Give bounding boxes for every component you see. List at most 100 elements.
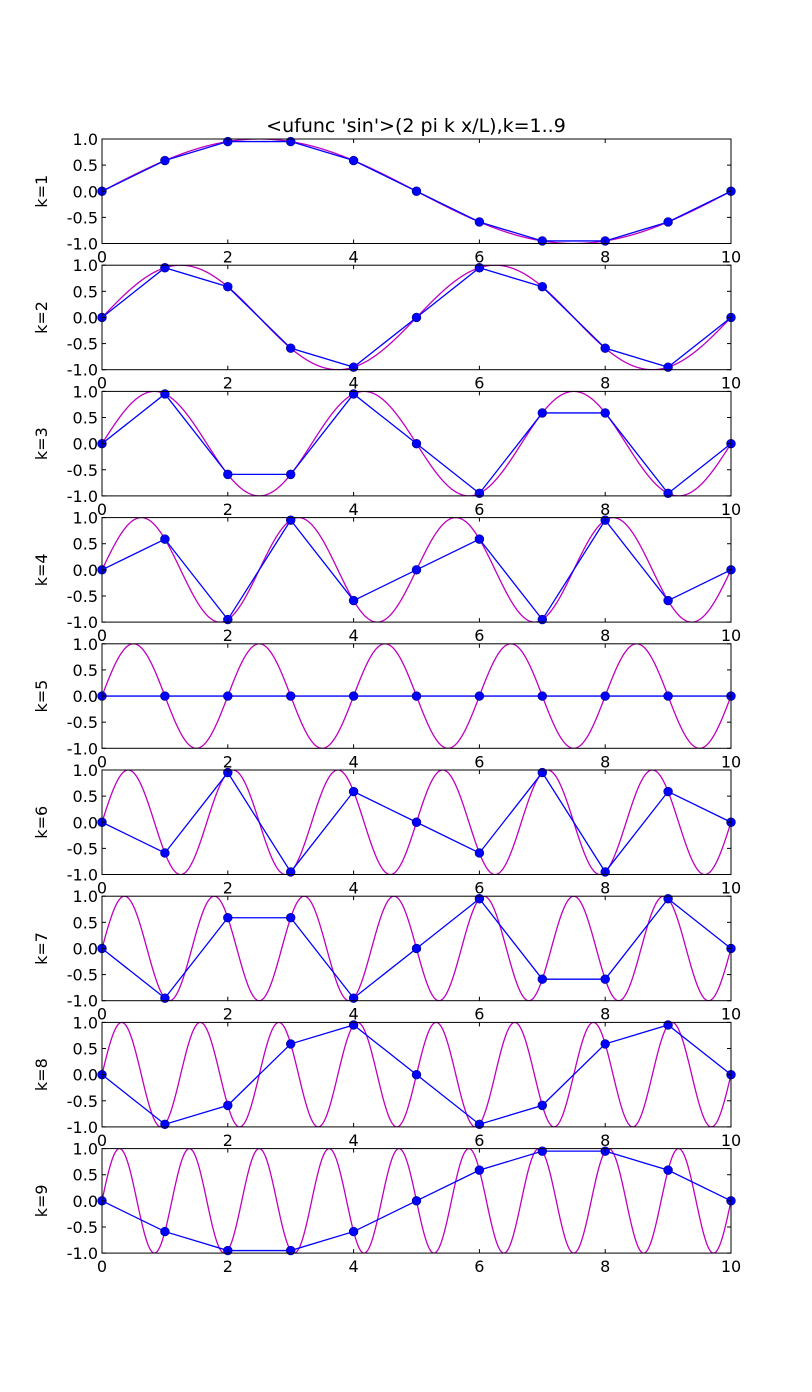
x-tick-label: 10 [721, 500, 741, 519]
x-tick-label: 10 [721, 374, 741, 393]
x-tick-label: 4 [349, 1257, 359, 1276]
y-tick-label: 0.5 [73, 1040, 98, 1059]
sample-point [663, 1165, 673, 1175]
sample-point [537, 1146, 547, 1156]
x-tick-label: 0 [97, 879, 107, 898]
x-tick-label: 8 [600, 626, 610, 645]
y-tick-label: 1.0 [73, 761, 98, 780]
y-axis-label-k5: k=5 [32, 680, 51, 713]
sample-point [160, 691, 170, 701]
sample-point [537, 282, 547, 292]
sample-point [411, 943, 422, 954]
x-tick-label: 4 [349, 1005, 359, 1024]
sample-point [411, 1196, 422, 1206]
sample-point [160, 534, 170, 544]
y-tick-label: -1.0 [67, 235, 98, 254]
y-tick-label: 0.0 [73, 687, 98, 706]
sample-point [160, 389, 170, 399]
x-tick-label: 2 [223, 752, 233, 771]
sample-point [286, 469, 296, 480]
y-tick-label: -0.5 [67, 335, 98, 354]
x-tick-label: 4 [349, 626, 359, 645]
subplot-k1: 0 2 4 6 8 10 1.0 0.5 0.0 -0.5 -1.0 k=1 [32, 130, 741, 267]
y-axis-label-k4: k=4 [32, 553, 51, 586]
x-tick-label: 4 [349, 374, 359, 393]
x-tick-label: 0 [97, 1131, 107, 1150]
sample-point [286, 136, 296, 147]
y-tick-label: -0.5 [67, 1092, 98, 1111]
x-tick-label: 8 [600, 1131, 610, 1150]
subplot-k9: 0 2 4 6 8 10 1.0 0.5 0.0 -0.5 -1.0 k=9 [32, 1140, 741, 1277]
subplot-k5: 0 2 4 6 8 10 1.0 0.5 0.0 -0.5 -1.0 k=5 [32, 635, 741, 772]
y-tick-label: -0.5 [67, 1218, 98, 1237]
sample-point [663, 1020, 673, 1030]
y-tick-label: -1.0 [67, 739, 98, 758]
x-tick-label: 8 [600, 500, 610, 519]
x-tick-label: 10 [721, 752, 741, 771]
x-tick-label: 4 [349, 248, 359, 267]
y-tick-label: 0.5 [73, 282, 98, 301]
x-tick-label: 2 [223, 500, 233, 519]
y-tick-label: 0.0 [73, 561, 98, 580]
x-tick-label: 4 [349, 1131, 359, 1150]
y-tick-label: 0.0 [73, 813, 98, 832]
sample-point [223, 1100, 233, 1111]
sample-point [537, 614, 547, 625]
y-tick-label: 0.0 [73, 435, 98, 454]
y-axis-label-k1: k=1 [32, 175, 51, 208]
y-tick-label: -1.0 [67, 1244, 98, 1263]
y-tick-label: 0.5 [73, 535, 98, 554]
sample-point [348, 1226, 359, 1237]
sample-point [600, 1039, 610, 1049]
sample-point [537, 691, 547, 701]
sample-point [663, 786, 673, 797]
sample-point [537, 974, 547, 984]
y-axis-label-k3: k=3 [32, 427, 51, 460]
x-tick-label: 8 [600, 1005, 610, 1024]
sample-point [223, 913, 233, 923]
sample-point [348, 691, 359, 701]
y-tick-label: -1.0 [67, 992, 98, 1011]
y-axis-label-k7: k=7 [32, 932, 51, 965]
sample-point [474, 1165, 485, 1175]
subplot-k8: 0 2 4 6 8 10 1.0 0.5 0.0 -0.5 -1.0 k=8 [32, 1013, 741, 1150]
sample-point [663, 488, 673, 499]
sample-point [286, 1039, 296, 1049]
sample-point [160, 993, 170, 1003]
x-tick-label: 10 [721, 879, 741, 898]
sample-point [160, 1119, 170, 1130]
y-tick-label: -1.0 [67, 1118, 98, 1137]
x-tick-label: 4 [349, 879, 359, 898]
x-tick-label: 6 [474, 752, 484, 771]
x-tick-label: 6 [474, 374, 484, 393]
sample-point [348, 786, 359, 797]
x-tick-label: 6 [474, 500, 484, 519]
sample-point [474, 691, 485, 701]
sample-point [160, 848, 170, 858]
y-tick-label: 0.5 [73, 913, 98, 932]
y-tick-label: 0.0 [73, 308, 98, 327]
sample-point [411, 312, 422, 323]
y-tick-label: 1.0 [73, 256, 98, 275]
x-tick-label: 0 [97, 1005, 107, 1024]
x-tick-label: 8 [600, 752, 610, 771]
y-tick-label: -1.0 [67, 361, 98, 380]
subplot-k6: 0 2 4 6 8 10 1.0 0.5 0.0 -0.5 -1.0 k=6 [32, 761, 741, 898]
sample-point [160, 263, 170, 273]
sample-point [600, 408, 610, 418]
y-tick-label: -1.0 [67, 866, 98, 885]
sample-point [286, 913, 296, 923]
sample-point [348, 155, 359, 166]
x-tick-label: 6 [474, 1005, 484, 1024]
x-tick-label: 2 [223, 248, 233, 267]
sample-point [411, 186, 422, 196]
sample-point [411, 817, 422, 827]
sample-point [223, 691, 233, 701]
x-tick-label: 2 [223, 1131, 233, 1150]
y-tick-label: 1.0 [73, 382, 98, 401]
x-tick-label: 0 [97, 626, 107, 645]
sample-point [663, 691, 673, 701]
sample-point [223, 282, 233, 292]
y-tick-label: -0.5 [67, 587, 98, 606]
